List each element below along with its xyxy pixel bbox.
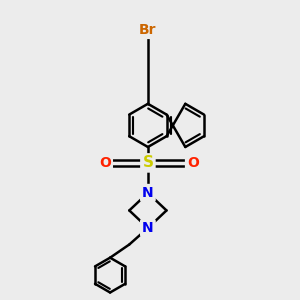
Text: Br: Br [139, 23, 157, 37]
Text: N: N [142, 186, 154, 200]
Text: N: N [142, 221, 154, 235]
Text: S: S [142, 155, 153, 170]
Text: O: O [99, 156, 111, 170]
Text: O: O [187, 156, 199, 170]
